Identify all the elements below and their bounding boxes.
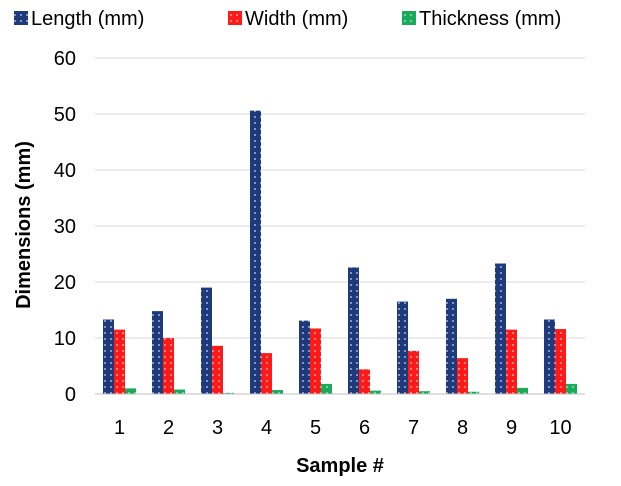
x-tick-label: 3 [212,417,223,439]
y-tick-label: 10 [54,328,76,350]
bar-thickness-sample-8 [468,391,479,394]
legend-label: Thickness (mm) [419,8,561,30]
bar-thickness-sample-10 [566,383,577,394]
y-tick-label: 30 [54,216,76,238]
bar-width-sample-1 [114,329,125,394]
y-tick-label: 50 [54,104,76,126]
bar-thickness-sample-7 [419,391,430,394]
y-tick-labels: 0 10 20 30 40 50 60 [54,48,76,406]
bar-length-sample-5 [299,320,310,394]
bars [103,110,577,394]
legend-label: Width (mm) [245,8,348,30]
bar-width-sample-7 [408,350,419,394]
bar-length-sample-1 [103,319,114,394]
y-tick-label: 20 [54,272,76,294]
bar-thickness-sample-5 [321,383,332,394]
bar-width-sample-6 [359,369,370,394]
bar-thickness-sample-6 [370,390,381,394]
bar-length-sample-3 [201,287,212,394]
x-tick-label: 6 [359,417,370,439]
legend-swatch [402,11,416,25]
bar-length-sample-4 [250,110,261,394]
legend-label: Length (mm) [31,8,144,30]
x-tick-label: 10 [549,417,571,439]
bar-width-sample-9 [506,329,517,394]
bar-width-sample-3 [212,345,223,394]
y-tick-label: 40 [54,160,76,182]
x-tick-label: 5 [310,417,321,439]
bar-thickness-sample-2 [174,389,185,394]
bar-width-sample-10 [555,329,566,394]
x-tick-label: 4 [261,417,272,439]
legend-swatch [228,11,242,25]
bar-width-sample-8 [457,358,468,394]
bar-length-sample-6 [348,267,359,394]
bar-length-sample-8 [446,298,457,394]
bar-thickness-sample-4 [272,390,283,394]
bar-width-sample-4 [261,353,272,394]
bar-length-sample-9 [495,263,506,394]
y-tick-label: 0 [65,384,76,406]
bar-length-sample-7 [397,301,408,394]
x-tick-label: 9 [506,417,517,439]
y-axis-title: Dimensions (mm) [13,141,35,309]
x-tick-label: 1 [114,417,125,439]
x-tick-label: 2 [163,417,174,439]
legend-swatch [14,11,28,25]
bar-thickness-sample-3 [223,392,234,394]
gridlines [95,57,585,339]
x-tick-label: 8 [457,417,468,439]
bar-thickness-sample-9 [517,387,528,394]
bar-length-sample-2 [152,311,163,394]
y-tick-label: 60 [54,48,76,70]
x-tick-labels: 1 2 3 4 5 6 7 8 9 10 [114,417,572,439]
x-tick-label: 7 [408,417,419,439]
bar-width-sample-5 [310,328,321,394]
legend: Length (mm) Width (mm) Thickness (mm) [14,8,561,30]
bar-thickness-sample-1 [125,388,136,394]
bar-length-sample-10 [544,319,555,394]
bar-width-sample-2 [163,338,174,394]
x-axis-title: Sample # [296,455,384,477]
